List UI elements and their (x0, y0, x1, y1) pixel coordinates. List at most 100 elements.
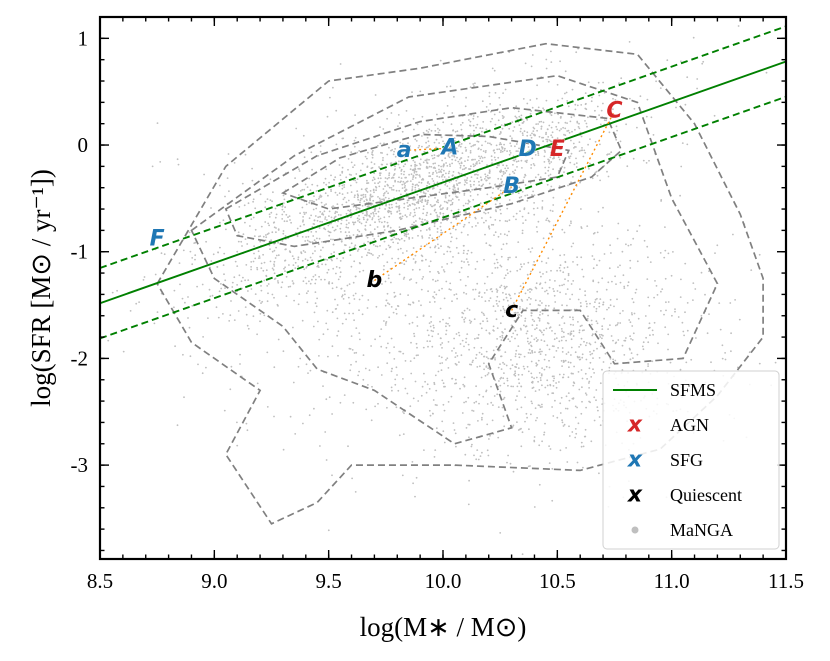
manga-point (301, 259, 304, 262)
manga-point (467, 275, 469, 278)
manga-point (564, 278, 566, 280)
axis-ticks: 8.5 9.0 9.5 10.0 10.5 11.0 11.510-1-2-3 (71, 17, 804, 593)
manga-point (638, 224, 641, 227)
manga-point (476, 260, 479, 263)
manga-point (319, 445, 321, 447)
manga-point (469, 151, 472, 154)
manga-point (358, 218, 361, 221)
manga-point (348, 173, 351, 176)
manga-point (509, 313, 512, 316)
manga-point (512, 163, 514, 166)
manga-point (513, 172, 516, 175)
manga-point (394, 180, 396, 183)
manga-point (382, 268, 385, 271)
manga-point (194, 258, 196, 261)
manga-point (680, 165, 683, 168)
manga-point (338, 164, 341, 166)
y-tick-label: 1 (78, 26, 89, 50)
manga-point (482, 183, 485, 186)
manga-point (585, 102, 587, 105)
manga-point (288, 264, 290, 266)
manga-point (138, 301, 141, 303)
manga-point (275, 227, 277, 229)
manga-point (499, 390, 502, 393)
manga-point (413, 170, 416, 173)
manga-point (447, 245, 449, 248)
manga-point (422, 131, 425, 134)
manga-point (545, 133, 547, 136)
manga-point (476, 140, 479, 143)
x-tick-label: 11.0 (654, 569, 690, 593)
manga-point (527, 289, 529, 291)
manga-point (250, 261, 253, 263)
manga-point (411, 321, 414, 324)
manga-point (653, 296, 655, 299)
manga-point (486, 403, 489, 405)
manga-point (358, 332, 361, 334)
manga-point (553, 156, 555, 158)
manga-point (363, 218, 365, 221)
manga-point (721, 344, 724, 347)
manga-point (521, 373, 524, 376)
manga-point (416, 325, 419, 327)
manga-point (546, 379, 549, 382)
manga-point (580, 412, 583, 415)
manga-point (561, 419, 563, 422)
manga-point (361, 294, 364, 297)
manga-point (154, 273, 157, 276)
manga-point (579, 302, 582, 304)
manga-point (320, 278, 322, 281)
manga-point (523, 324, 525, 327)
manga-point (417, 226, 420, 229)
manga-point (191, 304, 194, 307)
manga-point (286, 220, 288, 223)
manga-point (514, 115, 517, 118)
manga-point (212, 253, 215, 256)
manga-point (615, 341, 618, 344)
manga-point (439, 212, 442, 215)
manga-point (524, 325, 527, 328)
manga-point (430, 129, 433, 132)
manga-point (375, 212, 377, 215)
manga-point (265, 274, 268, 277)
manga-point (448, 156, 451, 159)
manga-point (568, 131, 571, 134)
manga-point (377, 402, 379, 405)
manga-point (537, 316, 540, 319)
manga-point (562, 373, 565, 376)
manga-point (559, 60, 561, 63)
manga-point (581, 324, 583, 327)
manga-point (502, 291, 504, 294)
manga-point (452, 129, 455, 132)
manga-point (686, 76, 689, 79)
manga-point (448, 170, 451, 173)
manga-point (612, 97, 614, 100)
manga-point (434, 251, 437, 254)
manga-point (646, 278, 649, 280)
manga-point (451, 377, 454, 380)
manga-point (544, 422, 546, 425)
manga-point (514, 374, 517, 377)
manga-point (271, 231, 274, 234)
manga-point (542, 121, 545, 124)
manga-point (593, 258, 596, 261)
legend-agn-swatch: x (627, 413, 643, 438)
manga-point (599, 424, 602, 427)
manga-point (602, 81, 604, 84)
manga-point (633, 107, 636, 110)
manga-point (322, 385, 324, 387)
manga-point (326, 259, 329, 261)
manga-point (463, 291, 465, 294)
manga-point (480, 207, 483, 210)
manga-point (543, 433, 545, 436)
manga-point (462, 244, 465, 247)
manga-point (585, 358, 588, 361)
manga-point (237, 310, 240, 312)
manga-point (129, 310, 132, 312)
manga-point (548, 232, 551, 235)
manga-point (690, 358, 693, 361)
manga-point (677, 316, 680, 318)
manga-point (383, 216, 386, 219)
manga-point (539, 348, 541, 351)
manga-point (498, 349, 501, 351)
